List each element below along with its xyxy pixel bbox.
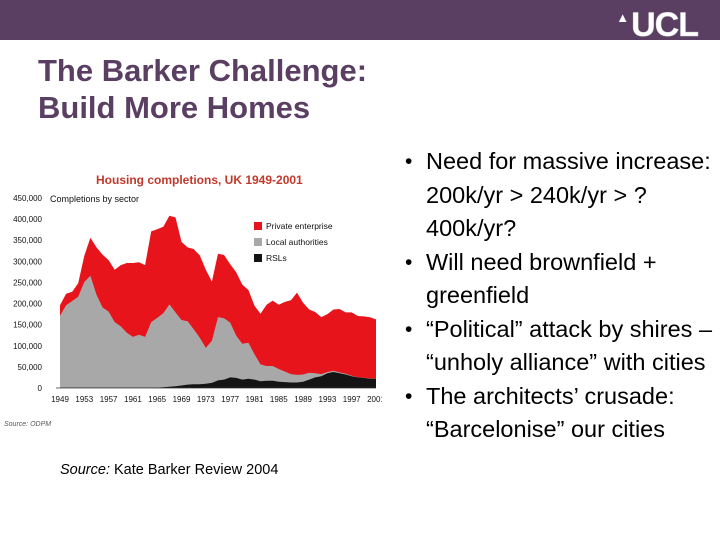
ucl-portico-icon: ▲ <box>616 10 630 25</box>
bullet-item: • The architects’ crusade: “Barcelonise” … <box>405 380 717 447</box>
x-tick-label: 1977 <box>221 395 239 404</box>
x-tick-label: 1985 <box>270 395 288 404</box>
area-layers <box>60 215 376 388</box>
bullet-item: • “Political” attack by shires – “unholy … <box>405 313 717 380</box>
legend-label-local: Local authorities <box>266 237 328 247</box>
x-tick-label: 1957 <box>100 395 118 404</box>
x-tick-label: 1953 <box>75 395 93 404</box>
y-tick-label: 400,000 <box>13 215 42 224</box>
y-tick-label: 300,000 <box>13 257 42 266</box>
x-tick-label: 1989 <box>294 395 312 404</box>
y-tick-label: 50,000 <box>18 363 43 372</box>
bullet-dot-icon: • <box>405 250 413 274</box>
legend-swatch-private <box>254 222 262 230</box>
chart-title: Housing completions, UK 1949-2001 <box>96 173 303 187</box>
y-tick-labels: 450,000 400,000 350,000 300,000 250,000 200,0… <box>13 194 42 393</box>
legend-swatch-local <box>254 238 262 246</box>
source-caption: Source: Kate Barker Review 2004 <box>60 462 278 478</box>
y-tick-label: 200,000 <box>13 300 42 309</box>
bullet-item: • Need for massive increase: 200k/yr > 24… <box>405 145 717 246</box>
slide-title: The Barker Challenge: Build More Homes <box>38 52 367 126</box>
chart-footnote: Source: ODPM <box>4 421 51 428</box>
bullet-text: Will need brownfield + greenfield <box>426 248 657 309</box>
housing-chart: 450,000 400,000 350,000 300,000 250,000 200,0… <box>0 160 385 430</box>
x-tick-labels: 1949 1953 1957 1961 1965 1969 1973 1977 1981 1985… <box>51 395 385 404</box>
y-tick-label: 350,000 <box>13 236 42 245</box>
bullet-text: The architects’ crusade: “Barcelonise” o… <box>426 382 675 443</box>
bullet-text: “Political” attack by shires – “unholy a… <box>426 315 713 376</box>
chart-legend: Private enterprise Local authorities RSL… <box>250 218 358 268</box>
ucl-logo: ▲ UCL <box>616 6 699 48</box>
bullet-list: • Need for massive increase: 200k/yr > 24… <box>405 145 717 447</box>
x-tick-label: 1969 <box>173 395 191 404</box>
area-rsl <box>60 372 376 388</box>
bullet-text: Need for massive increase: 200k/yr > 240… <box>426 148 711 241</box>
source-prefix: Source: <box>60 462 110 478</box>
x-tick-label: 1949 <box>51 395 69 404</box>
legend-box <box>250 218 358 268</box>
y-tick-label: 100,000 <box>13 342 42 351</box>
chart-ylabel: Completions by sector <box>50 194 139 204</box>
slide-title-line-1: The Barker Challenge: <box>38 53 368 88</box>
y-tick-label: 150,000 <box>13 321 42 330</box>
x-tick-label: 2001 <box>367 395 382 404</box>
x-tick-label: 1981 <box>246 395 264 404</box>
header-bar <box>0 0 720 40</box>
x-tick-label: 1997 <box>343 395 361 404</box>
legend-label-private: Private enterprise <box>266 221 333 231</box>
housing-chart-svg: 450,000 400,000 350,000 300,000 250,000 200,0… <box>0 160 385 430</box>
slide-title-line-2: Build More Homes <box>38 90 311 125</box>
area-local <box>60 275 376 388</box>
y-tick-label: 0 <box>38 384 43 393</box>
x-tick-label: 1961 <box>124 395 142 404</box>
bullet-dot-icon: • <box>405 150 413 173</box>
x-tick-label: 1965 <box>148 395 166 404</box>
bullet-dot-icon: • <box>405 317 413 341</box>
ucl-logo-text: UCL <box>631 6 699 44</box>
legend-label-rsl: RSLs <box>266 253 287 263</box>
x-tick-label: 1973 <box>197 395 215 404</box>
bullet-item: • Will need brownfield + greenfield <box>405 246 717 313</box>
x-tick-label: 1993 <box>319 395 337 404</box>
source-text: Kate Barker Review 2004 <box>109 462 279 478</box>
bullet-dot-icon: • <box>405 384 413 408</box>
y-tick-label: 450,000 <box>13 194 42 203</box>
legend-swatch-rsl <box>254 254 262 262</box>
y-tick-label: 250,000 <box>13 278 42 287</box>
